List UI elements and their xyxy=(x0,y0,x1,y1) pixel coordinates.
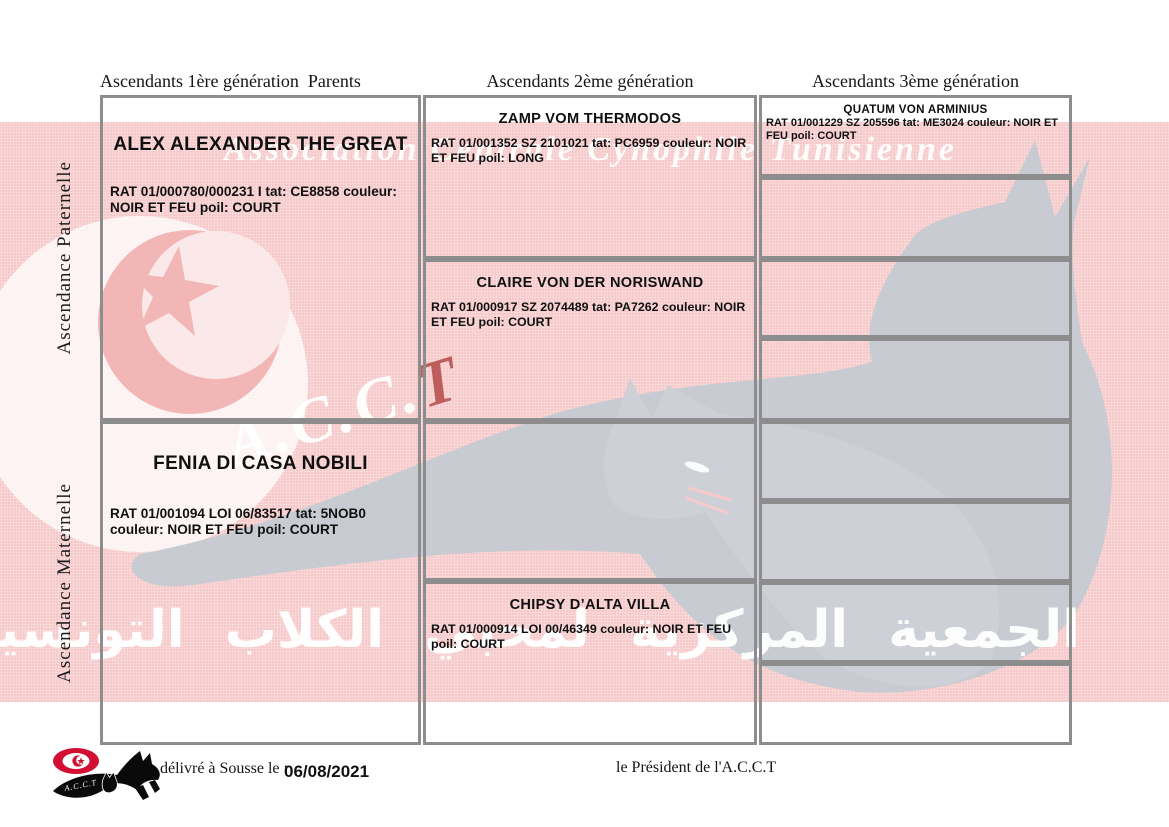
association-name-watermark: Association Centrale Cynophile Tunisienn… xyxy=(224,131,957,168)
dog-name: CHIPSY D’ALTA VILLA xyxy=(509,597,671,613)
cell-mother: FENIA DI CASA NOBILI RAT 01/001094 LOI 0… xyxy=(100,421,421,745)
flag-watermark-band xyxy=(0,122,1169,702)
president-label: le Président de l'A.C.C.T xyxy=(616,759,777,776)
dog-name: ALEX ALEXANDER THE GREAT xyxy=(113,134,408,155)
paternal-ascendance-text: Ascendance Paternelle xyxy=(54,161,75,355)
dog-name: CLAIRE VON DER NORISWAND xyxy=(476,275,704,291)
cell-great-grandparent-2 xyxy=(759,177,1072,259)
cell-father: ALEX ALEXANDER THE GREAT RAT 01/000780/0… xyxy=(100,95,421,421)
dog-details: RAT 01/000780/000231 I tat: CE8858 coule… xyxy=(110,184,397,216)
dog-name: FENIA DI CASA NOBILI xyxy=(153,453,368,474)
cell-great-grandparent-5 xyxy=(759,421,1072,501)
dog-details: RAT 01/001229 SZ 205596 tat: ME3024 coul… xyxy=(766,117,1059,142)
issued-date: 06/08/2021 xyxy=(284,762,370,781)
paternal-ascendance-label: Ascendance Paternelle xyxy=(48,95,82,421)
maternal-ascendance-text: Ascendance Maternelle xyxy=(54,483,75,683)
dog-details: RAT 01/001094 LOI 06/83517 tat: 5NOB0 co… xyxy=(110,506,366,538)
flag-crescent-star-icon xyxy=(0,216,308,552)
logo-flag-oval-icon xyxy=(53,748,99,774)
issued-at-label: délivré à Sousse le : xyxy=(160,760,288,777)
cell-grandparent-3 xyxy=(423,421,757,581)
cell-grandparent-2: CLAIRE VON DER NORISWAND RAT 01/000917 S… xyxy=(423,259,757,421)
dog-details: RAT 01/000917 SZ 2074489 tat: PA7262 cou… xyxy=(431,300,746,329)
dog-name: QUATUM VON ARMINIUS xyxy=(843,103,988,116)
dog-details: RAT 01/000914 LOI 00/46349 couleur: NOIR… xyxy=(431,622,732,651)
dog-details: RAT 01/001352 SZ 2101021 tat: PC6959 cou… xyxy=(431,136,747,165)
header-generation-3: Ascendants 3ème génération xyxy=(812,71,1019,91)
cell-grandparent-1: ZAMP VOM THERMODOS RAT 01/001352 SZ 2101… xyxy=(423,95,757,259)
cell-great-grandparent-3 xyxy=(759,259,1072,338)
dog-name: ZAMP VOM THERMODOS xyxy=(498,111,682,127)
cell-great-grandparent-6 xyxy=(759,501,1072,582)
header-generation-1: Ascendants 1ère génération Parents xyxy=(100,71,361,91)
cell-great-grandparent-4 xyxy=(759,338,1072,421)
cell-grandparent-4: CHIPSY D’ALTA VILLA RAT 01/000914 LOI 00… xyxy=(423,581,757,745)
cell-great-grandparent-8 xyxy=(759,663,1072,745)
header-generation-2: Ascendants 2ème génération xyxy=(486,71,694,91)
cell-great-grandparent-1: QUATUM VON ARMINIUS RAT 01/001229 SZ 205… xyxy=(759,95,1072,177)
cell-great-grandparent-7 xyxy=(759,582,1072,663)
maternal-ascendance-label: Ascendance Maternelle xyxy=(48,421,82,745)
association-arabic-watermark: الجمعية المركزية لمحبي الكلاب التونسية xyxy=(0,600,1080,660)
watermark-graphics xyxy=(0,140,1113,693)
logo-dog-icon: A.C.C.T xyxy=(53,751,160,800)
cat-silhouette-icon xyxy=(603,378,1000,687)
acct-logo: A.C.C.T xyxy=(45,744,165,811)
